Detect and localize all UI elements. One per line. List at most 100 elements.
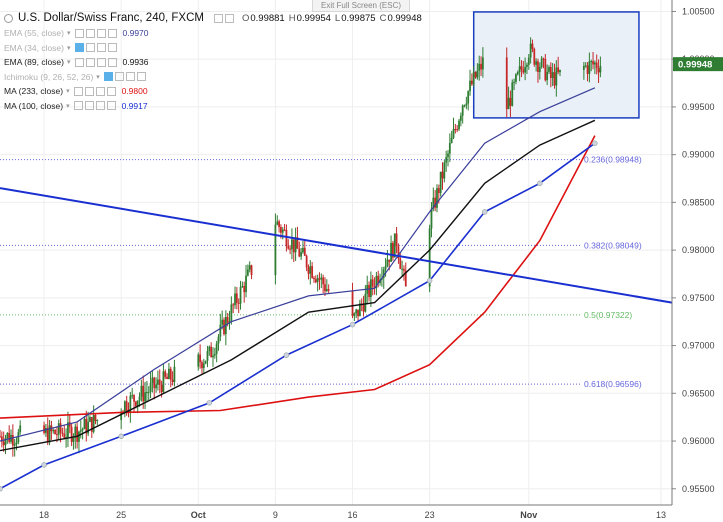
moving-average-lines [0,87,598,492]
symbol-title: U.S. Dollar/Swiss Franc, 240, FXCM [18,12,204,24]
candle-body [221,319,224,325]
candle-body [68,422,71,427]
candle-body [281,229,284,233]
candle-body [81,428,84,431]
candle-body [537,61,539,73]
candle-body [245,275,247,293]
candle-body [164,371,167,377]
candle-body [305,255,308,268]
ma100-marker [349,321,356,328]
indicator-controls[interactable] [74,28,117,38]
candle-body [223,319,225,335]
candle-body [516,71,519,75]
chevron-down-icon[interactable]: ▾ [66,88,70,96]
candle-body [140,385,143,397]
candle-body [538,66,541,73]
candle-body [586,65,589,74]
candle-body [87,421,90,434]
candle-body [296,237,299,249]
candle-body [57,423,60,435]
ema55-line [0,87,596,442]
candle-body [520,66,523,70]
candle-body [382,269,385,279]
candle-body [234,293,236,306]
candle-body [239,286,242,304]
candle-body [358,303,361,317]
candle-body [70,426,73,442]
candle-body [2,441,5,446]
candle-body [59,423,62,433]
candle-body [120,411,123,421]
candle-body [448,142,451,154]
candle-body [324,284,326,292]
exit-fullscreen-button[interactable]: Exit Full Screen (ESC) [312,0,410,12]
indicator-row[interactable]: MA (100, close) ▾ 0.9917 [4,99,426,114]
candle-body [123,401,126,413]
candle-body [125,401,128,412]
candle-body [158,379,161,385]
candle-body [404,270,407,287]
candle-body [147,391,150,393]
indicator-name: EMA (89, close) [4,57,64,68]
candle-body [447,153,449,158]
indicator-controls[interactable] [73,101,116,111]
candle-body [375,275,378,289]
candle-body [559,69,561,73]
indicator-controls[interactable] [74,57,117,67]
indicator-controls[interactable] [74,43,117,53]
candle-body [316,278,319,283]
y-tick-label: 0.95500 [682,484,715,494]
candle-body [555,67,558,86]
candle-body [157,379,159,385]
candle-body [168,368,170,379]
candle-body [320,277,323,280]
candle-body [553,72,556,86]
chevron-down-icon[interactable]: ▾ [67,30,71,38]
ma100-marker [41,462,47,468]
y-tick-label: 0.97500 [682,293,715,303]
symbol-controls[interactable] [213,13,234,23]
candle-body [43,425,45,433]
candle-body [362,304,365,312]
candle-body [283,229,286,231]
candle-body [131,395,134,397]
candle-body [213,353,216,356]
candle-body [509,97,512,106]
chevron-down-icon[interactable]: ▾ [96,73,100,81]
candle-body [169,368,172,380]
candle-body [153,377,156,389]
ma100-marker [426,277,433,284]
candle-body [542,58,545,60]
y-tick-label: 0.96000 [682,436,715,446]
chevron-down-icon[interactable]: ▾ [67,59,71,67]
indicator-row[interactable]: EMA (55, close) ▾ 0.9970 [4,26,426,41]
chevron-down-icon[interactable]: ▾ [66,102,70,110]
indicator-controls[interactable] [73,86,116,96]
symbol-header: U.S. Dollar/Swiss Franc, 240, FXCM O0.99… [4,10,426,26]
chevron-down-icon[interactable]: ▾ [67,44,71,52]
indicator-name: EMA (55, close) [4,28,64,39]
indicator-row[interactable]: MA (233, close) ▾ 0.9800 [4,84,426,99]
candle-body [373,286,376,289]
candle-body [401,268,403,270]
indicator-name: EMA (34, close) [4,42,64,53]
candle-body [535,61,538,65]
candle-body [76,426,79,442]
chart-legend: U.S. Dollar/Swiss Franc, 240, FXCM O0.99… [4,10,426,113]
candle-body [393,233,396,258]
indicator-row[interactable]: EMA (34, close) ▾ [4,41,426,56]
indicator-row[interactable]: EMA (89, close) ▾ 0.9936 [4,55,426,70]
candle-body [303,247,306,256]
candle-body [78,431,80,442]
trendline-group [0,187,673,304]
candle-body [212,355,214,358]
candle-body [149,383,152,392]
candle-body [48,425,51,443]
x-tick-label: 9 [273,510,278,520]
indicator-row[interactable]: Ichimoku (9, 26, 52, 26) ▾ [4,70,426,85]
indicator-value: 0.9917 [121,100,148,111]
indicator-controls[interactable] [103,72,146,82]
candle-body [65,437,67,439]
candle-body [526,64,528,67]
